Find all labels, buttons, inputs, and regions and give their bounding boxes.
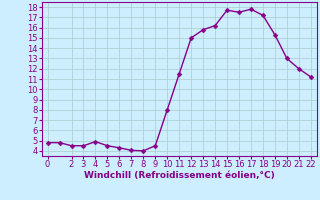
X-axis label: Windchill (Refroidissement éolien,°C): Windchill (Refroidissement éolien,°C) [84,171,275,180]
